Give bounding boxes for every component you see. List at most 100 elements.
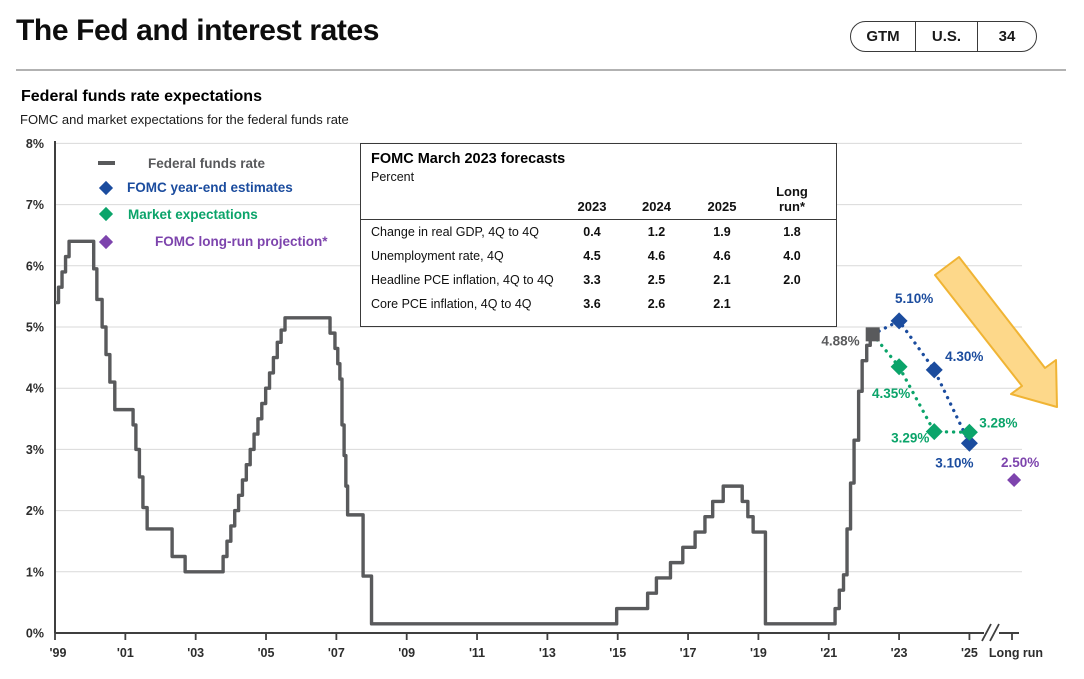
data-label: 4.30% bbox=[945, 349, 983, 364]
legend-label: FOMC year-end estimates bbox=[127, 180, 293, 195]
x-axis-label: '05 bbox=[258, 646, 275, 660]
x-axis-label: '99 bbox=[50, 646, 67, 660]
data-label: 5.10% bbox=[895, 291, 933, 306]
cell: 4.6 bbox=[713, 248, 731, 263]
x-axis-label: '11 bbox=[469, 646, 485, 660]
column-header: 2024 bbox=[642, 198, 671, 214]
row-label: Unemployment rate, 4Q bbox=[371, 248, 504, 263]
column-header: 2023 bbox=[577, 198, 607, 214]
x-axis-label: '21 bbox=[820, 646, 837, 660]
axis-break-slash bbox=[981, 623, 992, 642]
x-axis-label-long-run: Long run bbox=[989, 646, 1043, 660]
y-axis-label: 3% bbox=[26, 443, 44, 457]
cell: 2.1 bbox=[713, 272, 731, 287]
cell: 1.8 bbox=[783, 224, 801, 239]
badge-region: U.S. bbox=[915, 22, 977, 51]
legend-item-long-run-projection: FOMC long-run projection* bbox=[94, 228, 327, 255]
data-label: 3.28% bbox=[979, 415, 1017, 430]
market-expectation-marker bbox=[890, 358, 908, 376]
legend-item-fed-funds-rate: Federal funds rate bbox=[94, 151, 327, 175]
fomc-forecast-table: FOMC March 2023 forecasts Percent 2023 2… bbox=[360, 143, 837, 327]
current-rate-marker bbox=[865, 327, 880, 342]
cell: 3.3 bbox=[583, 272, 601, 287]
x-axis-label: '09 bbox=[398, 646, 415, 660]
forecast-table-unit: Percent bbox=[371, 170, 415, 184]
market-expectation-marker bbox=[960, 423, 978, 441]
y-axis-label: 4% bbox=[26, 382, 44, 396]
y-axis-label: 2% bbox=[26, 504, 44, 518]
cell: 2.6 bbox=[647, 296, 666, 311]
data-label: 4.88% bbox=[821, 333, 859, 348]
x-axis-label: '15 bbox=[609, 646, 626, 660]
line-swatch-icon bbox=[94, 161, 118, 165]
forecast-table-title: FOMC March 2023 forecasts bbox=[371, 151, 566, 167]
row-label: Change in real GDP, 4Q to 4Q bbox=[371, 224, 539, 239]
diamond-icon bbox=[94, 206, 118, 222]
row-label: Core PCE inflation, 4Q to 4Q bbox=[371, 296, 532, 311]
chart-subtitle: FOMC and market expectations for the fed… bbox=[20, 112, 349, 127]
legend-label: Market expectations bbox=[128, 206, 258, 222]
cell: 2.1 bbox=[713, 296, 731, 311]
y-axis-label: 1% bbox=[26, 565, 44, 579]
long-run-projection-marker bbox=[1007, 473, 1022, 487]
fomc-estimate-marker bbox=[960, 434, 978, 452]
cell: 4.5 bbox=[583, 248, 601, 263]
diamond-icon bbox=[94, 234, 118, 249]
badge-gtm: GTM bbox=[866, 28, 900, 45]
column-header: Long run* bbox=[776, 184, 808, 214]
table-row: Unemployment rate, 4Q 4.5 4.6 4.6 4.0 bbox=[371, 244, 830, 268]
y-axis-label: 8% bbox=[26, 137, 44, 151]
page-title: The Fed and interest rates bbox=[16, 14, 380, 47]
x-axis-label: '07 bbox=[328, 646, 345, 660]
y-axis-label: 5% bbox=[26, 321, 44, 335]
badge-page-number: 34 bbox=[977, 22, 1036, 51]
data-label: 3.29% bbox=[891, 431, 929, 446]
cell: 0.4 bbox=[583, 224, 601, 239]
y-axis-label: 6% bbox=[26, 259, 44, 273]
x-axis-label: '01 bbox=[117, 646, 134, 660]
page-badge-group: GTM U.S. 34 bbox=[850, 21, 1037, 52]
data-label: 3.10% bbox=[935, 455, 973, 470]
fed-funds-rate-line bbox=[55, 239, 873, 626]
legend-item-market-expectations: Market expectations bbox=[94, 200, 327, 228]
y-axis-label: 0% bbox=[26, 627, 44, 641]
x-axis-label: '03 bbox=[187, 646, 204, 660]
cell: 1.9 bbox=[713, 224, 731, 239]
legend-label: FOMC long-run projection* bbox=[155, 234, 328, 249]
table-header-rule bbox=[361, 218, 836, 220]
data-label: 4.35% bbox=[872, 386, 910, 401]
fomc-estimate-marker bbox=[890, 312, 908, 330]
cell: 4.0 bbox=[783, 248, 801, 263]
axis-break-slash bbox=[989, 623, 1000, 642]
fomc-estimate-marker bbox=[925, 361, 943, 379]
fomc-dotted-path bbox=[871, 318, 972, 445]
data-label: 2.50% bbox=[1001, 455, 1039, 470]
table-row: Headline PCE inflation, 4Q to 4Q 3.3 2.5… bbox=[371, 268, 830, 292]
legend-label: Federal funds rate bbox=[148, 155, 266, 171]
market-dotted-path bbox=[871, 332, 972, 434]
table-row: Change in real GDP, 4Q to 4Q 0.4 1.2 1.9… bbox=[371, 220, 830, 244]
table-row: Core PCE inflation, 4Q to 4Q 3.6 2.6 2.1 bbox=[371, 292, 830, 316]
cell: 2.0 bbox=[783, 272, 801, 287]
cell: 3.6 bbox=[583, 296, 601, 311]
y-axis-label: 7% bbox=[26, 198, 44, 212]
diamond-icon bbox=[94, 180, 118, 195]
cell: 1.2 bbox=[647, 224, 666, 239]
chart-title: Federal funds rate expectations bbox=[21, 88, 262, 105]
row-label: Headline PCE inflation, 4Q to 4Q bbox=[371, 272, 554, 287]
downward-trend-arrow bbox=[934, 256, 1058, 408]
legend-item-fomc-estimates: FOMC year-end estimates bbox=[94, 175, 327, 200]
cell: 4.6 bbox=[647, 248, 666, 263]
header-divider bbox=[16, 69, 1066, 71]
forecast-table-header: 2023 2024 2025 Long run* bbox=[371, 184, 830, 219]
x-axis-label: '19 bbox=[750, 646, 767, 660]
market-expectation-marker bbox=[925, 423, 943, 441]
column-header: 2025 bbox=[707, 198, 737, 214]
x-axis-label: '23 bbox=[891, 646, 908, 660]
chart-legend: Federal funds rate FOMC year-end estimat… bbox=[94, 151, 327, 255]
x-axis-label: '25 bbox=[961, 646, 978, 660]
x-axis-label: '13 bbox=[539, 646, 556, 660]
x-axis-label: '17 bbox=[680, 646, 697, 660]
